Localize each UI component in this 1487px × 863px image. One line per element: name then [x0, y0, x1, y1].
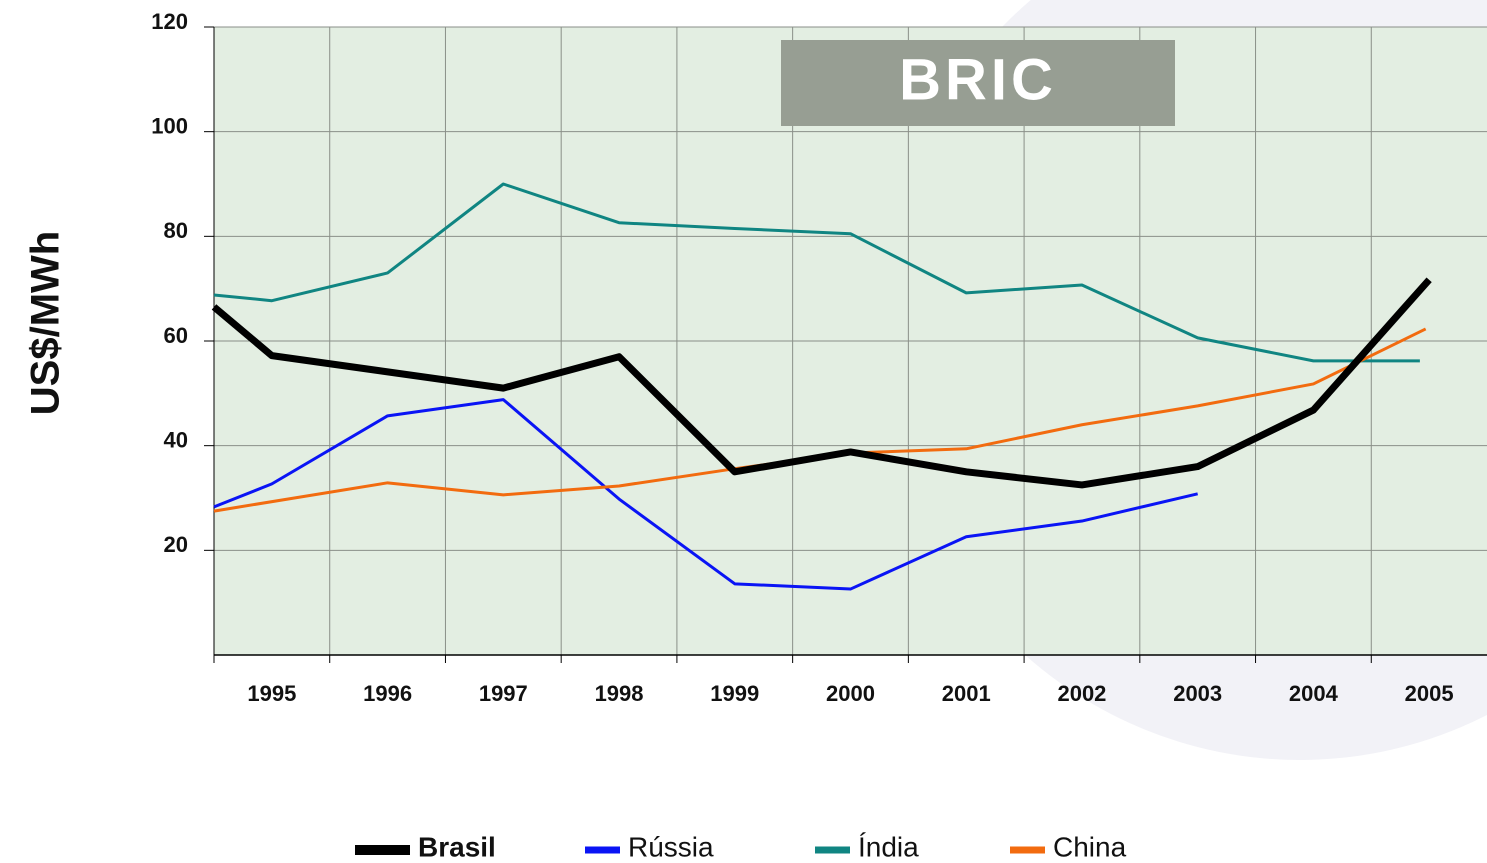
x-tick-label: 2005 — [1405, 681, 1454, 706]
y-tick-label: 20 — [164, 532, 188, 557]
legend-label: Índia — [858, 831, 919, 862]
chart-title: BRIC — [899, 47, 1057, 112]
x-tick-label: 2004 — [1289, 681, 1339, 706]
y-tick-label: 60 — [164, 323, 188, 348]
x-tick-label: 1997 — [479, 681, 528, 706]
x-tick-label: 1996 — [363, 681, 412, 706]
legend-label: Rússia — [628, 831, 714, 862]
title-box — [781, 40, 1175, 126]
y-tick-label: 80 — [164, 218, 188, 243]
legend-label: China — [1053, 831, 1127, 862]
series-line — [211, 277, 1432, 489]
x-tick-label: 2003 — [1173, 681, 1222, 706]
legend-label: Brasil — [418, 831, 496, 862]
y-tick-label: 40 — [164, 427, 188, 452]
series-line — [213, 182, 1420, 363]
x-tick-label: 2002 — [1057, 681, 1106, 706]
x-tick-label: 2000 — [826, 681, 875, 706]
x-tick-label: 2001 — [942, 681, 991, 706]
series-line — [213, 398, 1199, 591]
y-tick-label: 120 — [151, 9, 188, 34]
y-axis-label: US$/MWh — [24, 231, 68, 415]
x-tick-label: 1999 — [710, 681, 759, 706]
y-tick-label: 100 — [151, 113, 188, 138]
x-tick-label: 1995 — [247, 681, 296, 706]
x-tick-label: 1998 — [595, 681, 644, 706]
